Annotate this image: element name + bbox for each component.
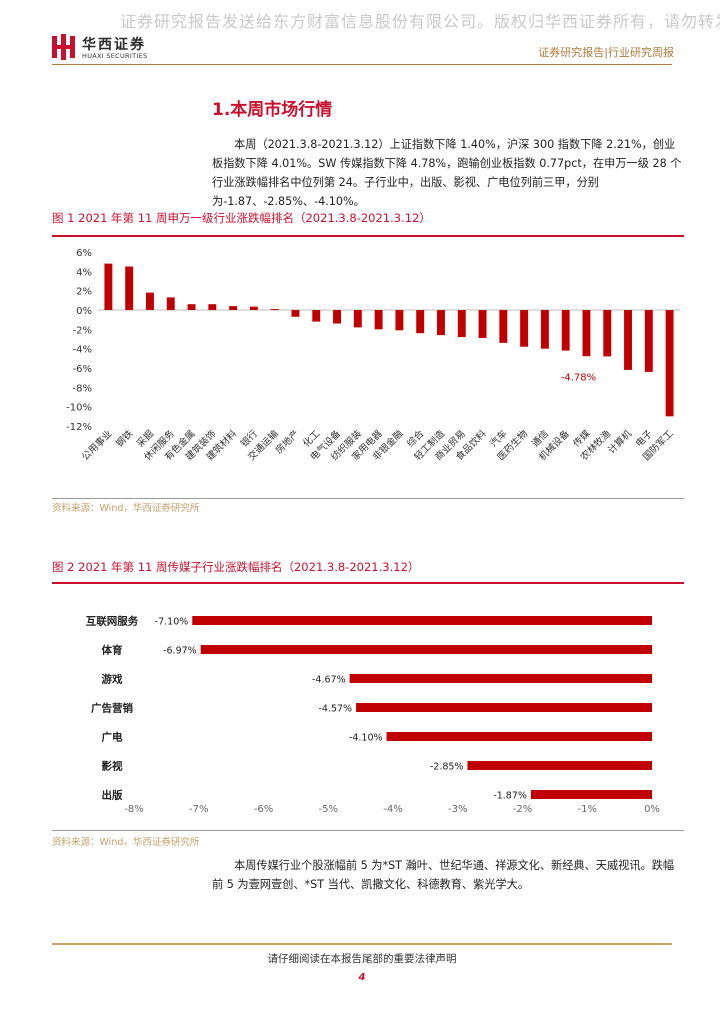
y-category-label: 广电 bbox=[102, 731, 123, 744]
y-category-label: 游戏 bbox=[102, 673, 123, 686]
x-category-label: 计算机 bbox=[606, 427, 635, 456]
bar bbox=[395, 310, 404, 331]
data-label: -7.10% bbox=[155, 617, 189, 628]
figure1-bottom-rule bbox=[52, 498, 684, 499]
data-label: -4.10% bbox=[349, 733, 383, 744]
y-tick-label: -4% bbox=[73, 345, 92, 356]
data-label: -1.87% bbox=[493, 791, 527, 802]
y-tick-label: -8% bbox=[73, 383, 92, 394]
bar bbox=[644, 310, 653, 372]
bar bbox=[187, 304, 196, 310]
bar bbox=[291, 310, 300, 317]
y-category-label: 出版 bbox=[102, 789, 123, 802]
bar bbox=[437, 310, 445, 336]
y-category-label: 体育 bbox=[102, 644, 123, 657]
bar bbox=[125, 266, 134, 310]
bar bbox=[333, 310, 341, 324]
y-tick-label: -6% bbox=[73, 364, 92, 375]
footer-divider bbox=[52, 943, 672, 945]
y-tick-label: 2% bbox=[76, 287, 92, 298]
bar bbox=[624, 310, 632, 370]
bar bbox=[270, 309, 279, 311]
y-tick-label: -12% bbox=[66, 422, 92, 433]
market-summary-text: 本周（2021.3.8-2021.3.12）上证指数下降 1.40%，沪深 30… bbox=[212, 138, 682, 208]
bar bbox=[208, 304, 217, 310]
header-divider bbox=[52, 64, 672, 65]
data-label: -6.97% bbox=[163, 646, 197, 657]
figure2-title: 图 2 2021 年第 11 周传媒子行业涨跌幅排名（2021.3.8-2021… bbox=[52, 560, 420, 574]
bar bbox=[520, 310, 529, 347]
bar bbox=[540, 310, 549, 349]
bar bbox=[386, 732, 652, 741]
bar bbox=[374, 310, 383, 330]
figure2-bottom-rule bbox=[52, 830, 684, 831]
x-tick-label: -5% bbox=[319, 804, 338, 815]
footer-legal-note: 请仔细阅读在本报告尾部的重要法律声明 bbox=[267, 953, 457, 965]
bar bbox=[192, 616, 652, 625]
x-tick-label: -6% bbox=[254, 804, 273, 815]
x-tick-label: -2% bbox=[513, 804, 532, 815]
bar bbox=[530, 790, 652, 799]
figure1-source: 资料来源：Wind，华西证券研究所 bbox=[52, 503, 200, 514]
bar bbox=[499, 310, 508, 343]
y-tick-label: 0% bbox=[76, 306, 92, 317]
bar bbox=[249, 306, 258, 310]
data-label: -4.57% bbox=[318, 704, 352, 715]
bar bbox=[457, 310, 466, 338]
data-label: -2.85% bbox=[430, 762, 464, 773]
section-title: 1.本周市场行情 bbox=[212, 100, 333, 120]
figure2-top-rule bbox=[52, 582, 684, 584]
report-type: 证券研究报告|行业研究周报 bbox=[538, 46, 674, 59]
y-category-label: 广告营销 bbox=[91, 702, 133, 715]
figure1-title: 图 1 2021 年第 11 周申万一级行业涨跌幅排名（2021.3.8-202… bbox=[52, 211, 431, 225]
x-tick-label: -1% bbox=[578, 804, 597, 815]
y-tick-label: -2% bbox=[73, 325, 92, 336]
bar bbox=[200, 645, 652, 654]
bar bbox=[665, 310, 674, 417]
figure2-source: 资料来源：Wind，华西证券研究所 bbox=[52, 837, 200, 848]
x-tick-label: 0% bbox=[644, 804, 660, 815]
bar bbox=[416, 310, 425, 334]
logo-mark-icon bbox=[52, 34, 75, 60]
bar bbox=[349, 674, 652, 683]
stock-movers-text: 本周传媒行业个股涨幅前 5 为*ST 瀚叶、世纪华通、祥源文化、新经典、天威视讯… bbox=[212, 859, 675, 891]
x-category-label: 钢铁 bbox=[113, 427, 135, 449]
stock-movers-paragraph: 本周传媒行业个股涨幅前 5 为*ST 瀚叶、世纪华通、祥源文化、新经典、天威视讯… bbox=[212, 856, 682, 894]
bar bbox=[353, 310, 362, 328]
logo-name-en: HUAXI SECURITIES bbox=[82, 52, 148, 60]
data-label: -4.78% bbox=[561, 373, 596, 384]
bar bbox=[166, 297, 175, 310]
bar bbox=[229, 306, 238, 310]
bar bbox=[561, 310, 570, 351]
y-tick-label: -10% bbox=[66, 403, 92, 414]
market-summary-paragraph: 本周（2021.3.8-2021.3.12）上证指数下降 1.40%，沪深 30… bbox=[212, 135, 682, 211]
bar bbox=[603, 310, 612, 357]
figure1-top-rule bbox=[52, 235, 684, 237]
y-category-label: 影视 bbox=[102, 760, 123, 773]
logo-name-cn: 华西证券 bbox=[82, 37, 146, 53]
x-tick-label: -4% bbox=[383, 804, 402, 815]
data-label: -4.67% bbox=[312, 675, 346, 686]
bar bbox=[312, 310, 321, 322]
x-tick-label: -7% bbox=[189, 804, 208, 815]
x-tick-label: -8% bbox=[124, 804, 143, 815]
huaxi-logo: 华西证券 HUAXI SECURITIES bbox=[52, 34, 162, 64]
bar bbox=[582, 310, 591, 357]
bar bbox=[478, 310, 487, 339]
bar bbox=[104, 263, 113, 310]
figure1-bar-chart: 6%4%2%0%-2%-4%-6%-8%-10%-12%公用事业 钢铁 采掘休闲服务… bbox=[66, 248, 680, 463]
y-category-label: 互联网服务 bbox=[86, 615, 139, 628]
y-tick-label: 4% bbox=[76, 267, 92, 278]
y-tick-label: 6% bbox=[76, 248, 92, 259]
x-category-label: 房地产 bbox=[273, 428, 302, 457]
bar bbox=[467, 761, 652, 770]
bar bbox=[146, 292, 154, 310]
bar bbox=[356, 703, 652, 712]
x-tick-label: -3% bbox=[448, 804, 467, 815]
figure2-bar-chart: 互联网服务 -7.10% 体育 -6.97% 游戏 -4.67% 广告营销 -4.57% 广电 -… bbox=[86, 615, 660, 816]
page-number: 4 bbox=[358, 972, 366, 983]
watermark: 证券研究报告发送给东方财富信息股份有限公司。版权归华西证券所有，请勿转发。 p bbox=[120, 12, 720, 31]
